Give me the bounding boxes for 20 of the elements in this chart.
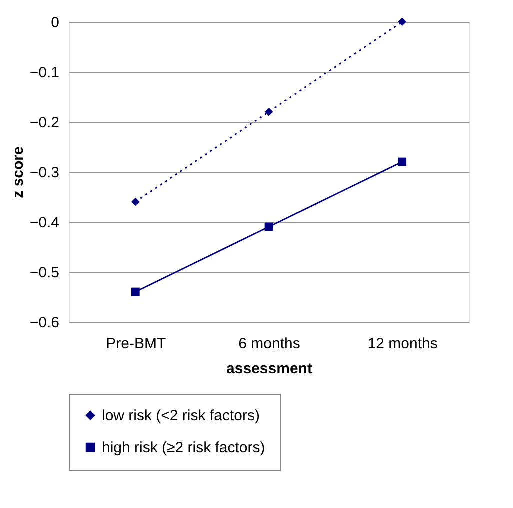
y-tick-label: −0.1 [30, 64, 60, 82]
legend-label: high risk (≥2 risk factors) [102, 440, 266, 456]
y-axis-title: z score [10, 146, 27, 198]
point [131, 288, 140, 296]
y-tick-label: −0.3 [30, 164, 60, 182]
legend-label: low risk (<2 risk factors) [102, 408, 260, 424]
y-tick-label: −0.4 [30, 214, 60, 232]
point [264, 108, 274, 116]
x-axis-title: assessment [226, 360, 312, 378]
x-tick-label: Pre-BMT [106, 336, 166, 352]
y-tick-label: −0.5 [30, 264, 60, 282]
point [131, 198, 140, 206]
point [398, 18, 407, 26]
x-tick-label: 6 months [238, 336, 300, 352]
x-tick-label: 12 months [368, 336, 438, 352]
point [398, 158, 407, 166]
y-tick-label: 0 [51, 14, 60, 32]
point [264, 222, 274, 232]
y-tick-label: −0.2 [30, 114, 60, 132]
y-tick-label: −0.6 [30, 314, 60, 332]
